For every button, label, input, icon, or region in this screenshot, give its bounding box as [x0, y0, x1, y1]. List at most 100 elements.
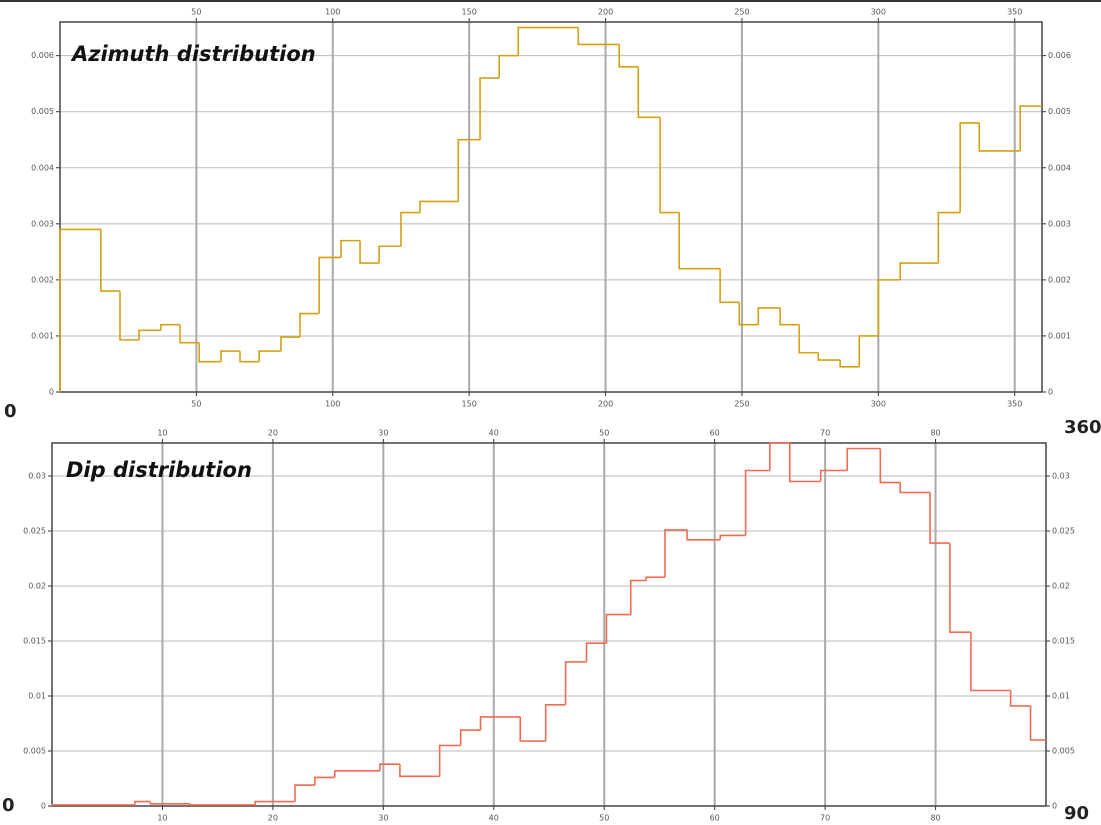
y-tick-label: 0 [1048, 388, 1053, 397]
x-tick-label: 10 [157, 429, 167, 438]
step-segment [379, 763, 400, 771]
y-tick-label: 0 [49, 388, 54, 397]
x-tick-label: 150 [462, 8, 477, 17]
y-tick-label: 0.006 [1048, 51, 1071, 60]
x-tick-label: 350 [1007, 400, 1022, 409]
step-segment [51, 804, 135, 806]
plot-frame [51, 442, 1047, 807]
x-tick-label: 150 [462, 400, 477, 409]
y-tick-label: 0.006 [31, 51, 54, 60]
x-tick-label: 200 [598, 400, 613, 409]
step-segment [134, 800, 151, 805]
step-segment [160, 323, 181, 331]
y-tick-label: 0.02 [28, 582, 46, 591]
x-tick-label: 300 [871, 400, 886, 409]
step-segment [678, 212, 721, 270]
step-segment [378, 245, 401, 264]
step-segment [629, 579, 647, 615]
step-segment [839, 360, 860, 368]
y-tick-label: 0.005 [1052, 747, 1075, 756]
step-segment [757, 307, 781, 325]
step-segment [479, 716, 521, 731]
step-segment [1009, 690, 1031, 707]
step-segment [929, 492, 950, 544]
x-tick-label: 60 [710, 814, 720, 823]
step-segment [1029, 705, 1046, 741]
x-tick-label: 80 [930, 429, 940, 438]
step-segment [438, 744, 461, 777]
x-tick-label: 350 [1007, 8, 1022, 17]
step-segment [605, 613, 631, 644]
step-segment [457, 138, 481, 202]
x-tick-label: 200 [598, 8, 613, 17]
step-segment [877, 279, 901, 336]
x-min-label: 0 [2, 795, 15, 816]
step-segment [299, 312, 320, 338]
plot-frame [59, 21, 1043, 393]
step-segment [577, 27, 620, 46]
step-segment [340, 239, 361, 258]
x-min-label: 0 [4, 401, 17, 422]
x-max-label: 90 [1064, 803, 1089, 824]
step-segment [179, 324, 200, 344]
y-tick-label: 0.003 [31, 219, 54, 228]
x-tick-label: 50 [599, 429, 609, 438]
step-segment [254, 800, 295, 805]
step-segment [544, 704, 566, 742]
x-tick-label: 100 [325, 8, 340, 17]
y-tick-label: 0.002 [1048, 275, 1071, 284]
step-segment [798, 324, 819, 354]
step-segment [517, 26, 579, 56]
y-tick-label: 0.005 [23, 747, 46, 756]
step-segment [359, 240, 380, 264]
step-segment [59, 228, 101, 392]
y-tick-label: 0.002 [31, 275, 54, 284]
step-segment [294, 784, 315, 802]
y-tick-label: 0.001 [31, 331, 54, 340]
step-segment [879, 448, 901, 484]
x-tick-label: 50 [191, 8, 201, 17]
step-segment [899, 482, 931, 494]
step-segment [119, 291, 140, 341]
step-segment [100, 229, 121, 292]
y-tick-label: 0.005 [1048, 107, 1071, 116]
step-segment [686, 529, 721, 541]
y-tick-label: 0.025 [23, 527, 46, 536]
y-tick-label: 0.025 [1052, 527, 1075, 536]
step-segment [198, 342, 221, 363]
x-tick-label: 250 [734, 400, 749, 409]
step-segment [788, 443, 821, 483]
step-segment [637, 66, 661, 119]
step-segment [978, 122, 1021, 152]
x-tick-label: 60 [710, 429, 720, 438]
x-tick-label: 80 [930, 814, 940, 823]
step-segment [769, 442, 790, 471]
chart-title: Azimuth distribution [70, 42, 316, 66]
y-tick-label: 0.02 [1052, 582, 1070, 591]
x-tick-label: 70 [820, 429, 830, 438]
step-segment [899, 262, 939, 280]
y-tick-label: 0.004 [31, 163, 54, 172]
x-tick-label: 40 [489, 814, 499, 823]
step-segment [744, 469, 770, 536]
step-segment [738, 302, 759, 326]
step-segment [858, 335, 879, 367]
step-segment [239, 351, 260, 363]
step-segment [959, 122, 980, 213]
y-tick-label: 0.03 [28, 472, 46, 481]
step-segment [280, 336, 301, 352]
step-segment [618, 44, 639, 68]
step-segment [949, 543, 971, 633]
step-segment [138, 329, 161, 340]
step-segment [564, 661, 587, 705]
y-tick-label: 0.005 [31, 107, 54, 116]
step-segment [479, 77, 500, 140]
step-segment [970, 632, 1011, 692]
y-tick-label: 0 [41, 802, 46, 811]
y-tick-label: 0.015 [1052, 637, 1075, 646]
x-tick-label: 20 [268, 429, 278, 438]
x-tick-label: 10 [157, 814, 167, 823]
step-segment [817, 352, 841, 361]
x-tick-label: 20 [268, 814, 278, 823]
